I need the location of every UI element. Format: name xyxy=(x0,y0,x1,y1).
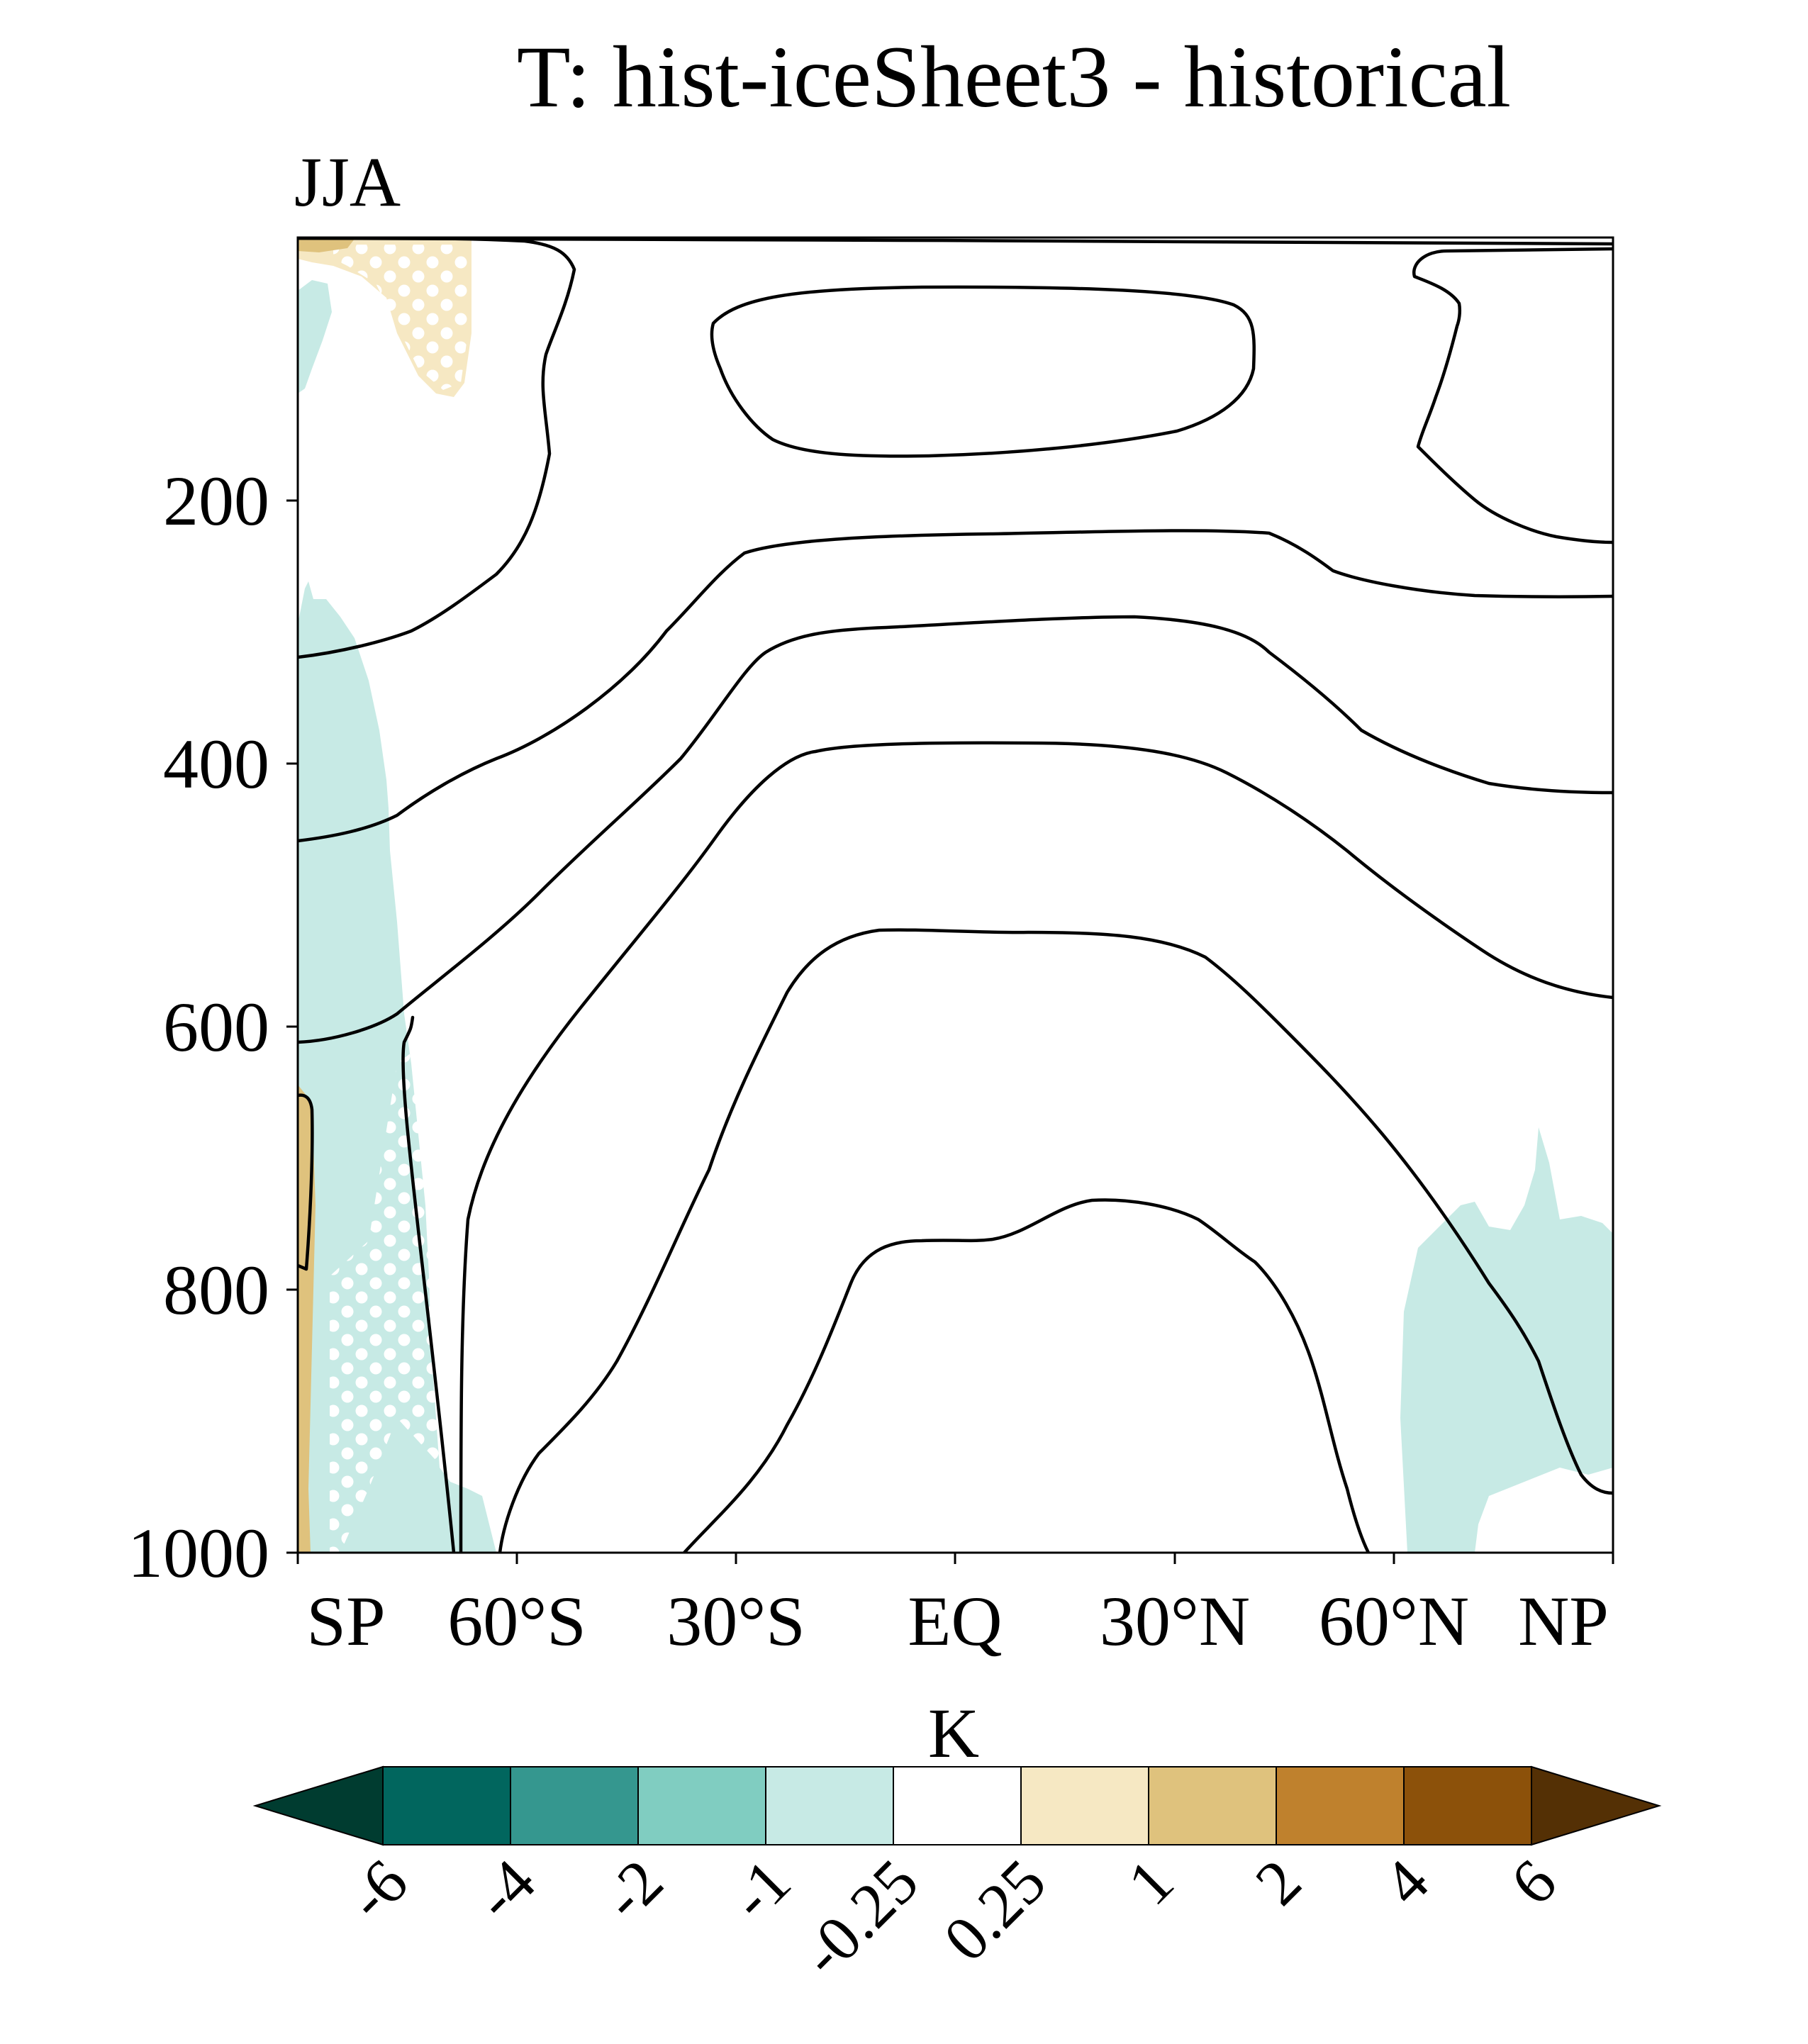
colorbar-bin-4 xyxy=(765,1766,894,1845)
south-pole-upper-warming-stipple xyxy=(333,245,468,390)
colorbar-level-label: -6 xyxy=(334,1846,421,1933)
south-pole-top-warming xyxy=(298,239,355,252)
y-tick-label-200: 200 xyxy=(163,462,269,540)
colorbar-bin-2 xyxy=(510,1766,639,1845)
colorbar-bin-3 xyxy=(637,1766,766,1845)
south-pole-column-cooling-stipple xyxy=(330,1042,454,1553)
south-pole-upper-cooling xyxy=(298,280,332,393)
x-tick-label-np: NP xyxy=(1518,1582,1609,1660)
chart-title: T: hist-iceSheet3 - historical xyxy=(517,28,1511,125)
colorbar-title: K xyxy=(928,1694,979,1772)
colorbar-level-label: -2 xyxy=(589,1846,676,1933)
y-tick-label-400: 400 xyxy=(163,725,269,803)
colorbar-bin-6 xyxy=(1020,1766,1149,1845)
y-tick-label-600: 600 xyxy=(163,988,269,1066)
climatology-contours xyxy=(298,238,1613,1553)
colorbar-bin-8 xyxy=(1276,1766,1405,1845)
colorbar-extend-max xyxy=(1531,1765,1662,1846)
contour-1 xyxy=(710,285,1256,458)
y-axis: 200 400 600 800 1000 xyxy=(128,462,298,1592)
x-axis: SP 60°S 30°S EQ 30°N 60°N NP xyxy=(296,1553,1614,1660)
x-tick-label-eq: EQ xyxy=(908,1582,1002,1660)
contour-8 xyxy=(298,238,1613,246)
anomaly-shading xyxy=(298,238,1613,1553)
contour-6 xyxy=(498,928,1613,1553)
x-tick-label-60s: 60°S xyxy=(447,1582,586,1660)
x-tick-label-sp: SP xyxy=(306,1582,385,1660)
colorbar-level-label: -1 xyxy=(717,1846,804,1933)
colorbar xyxy=(252,1765,1662,1846)
colorbar-bin-5 xyxy=(893,1766,1022,1845)
contour-9 xyxy=(298,1093,314,1271)
arctic-lower-cooling xyxy=(1400,1127,1613,1553)
x-tick-label-30n: 30°N xyxy=(1100,1582,1250,1660)
colorbar-bin-9 xyxy=(1403,1766,1532,1845)
contour-5 xyxy=(401,741,1613,1553)
x-tick-label-30s: 30°S xyxy=(666,1582,805,1660)
colorbar-bin-1 xyxy=(382,1766,511,1845)
colorbar-level-label: 1 xyxy=(1115,1846,1187,1919)
colorbar-level-label: 4 xyxy=(1370,1846,1442,1919)
season-label: JJA xyxy=(294,143,401,221)
y-tick-label-800: 800 xyxy=(163,1251,269,1329)
colorbar-extend-min xyxy=(252,1765,384,1846)
contour-7 xyxy=(682,1198,1371,1553)
colorbar-bin-7 xyxy=(1148,1766,1277,1845)
colorbar-level-label: 2 xyxy=(1242,1846,1315,1919)
contour-4 xyxy=(298,615,1613,1044)
contour-2 xyxy=(298,238,1613,659)
plot-area xyxy=(298,238,1613,1553)
colorbar-level-label: -4 xyxy=(462,1846,549,1933)
y-tick-label-1000: 1000 xyxy=(128,1514,269,1592)
colorbar-level-label: 0.25 xyxy=(931,1846,1059,1975)
x-tick-label-60n: 60°N xyxy=(1319,1582,1469,1660)
colorbar-level-label: -0.25 xyxy=(788,1846,932,1990)
colorbar-level-label: 6 xyxy=(1497,1846,1570,1919)
contour-3 xyxy=(298,529,1613,843)
colorbar-labels: -6 -4 -2 -1-0.250.25 1 2 4 6 xyxy=(334,1846,1570,1990)
